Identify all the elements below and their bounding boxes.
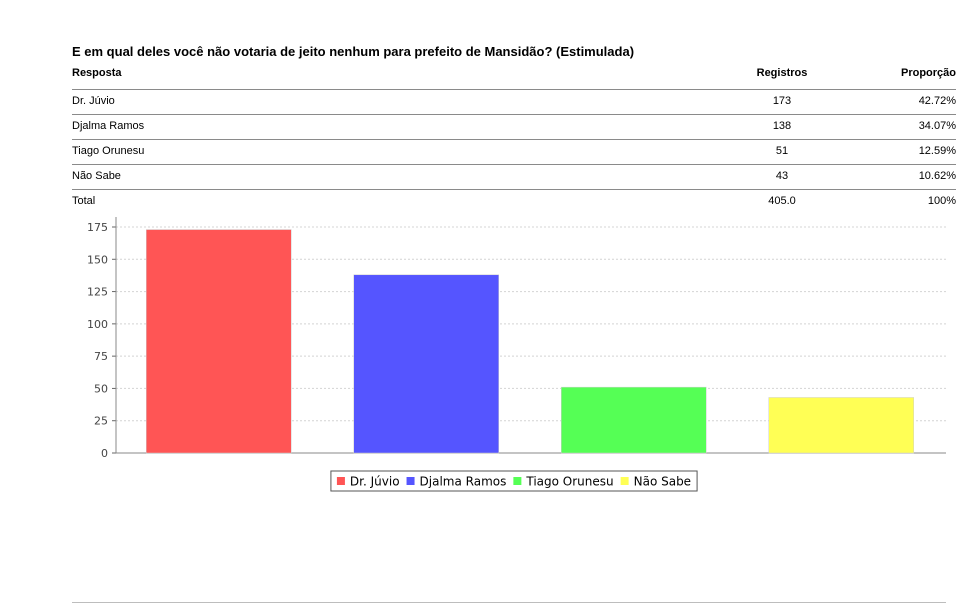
row-label: Não Sabe <box>72 170 121 182</box>
y-tick-label: 25 <box>94 415 108 428</box>
row-percent: 12.59% <box>918 145 956 157</box>
legend-swatch-2 <box>406 477 415 485</box>
table-row: Djalma Ramos 138 34.07% <box>72 115 956 140</box>
legend-swatch-4 <box>620 477 629 485</box>
total-label: Total <box>72 195 96 207</box>
header-registros: Registros <box>756 67 808 79</box>
legend-label-3: Tiago Orunesu <box>525 475 613 489</box>
row-count: 43 <box>775 170 789 182</box>
legend-swatch-1 <box>336 477 345 485</box>
table-total-row: Total 405.0 100% <box>72 190 956 214</box>
legend-label-1: Dr. Júvio <box>350 475 400 489</box>
table-row: Dr. Júvio 173 42.72% <box>72 90 956 115</box>
total-percent: 100% <box>927 195 956 207</box>
row-percent: 34.07% <box>918 120 956 132</box>
page-divider <box>72 602 946 603</box>
results-table: Resposta Registros Proporção Dr. Júvio 1… <box>72 64 956 214</box>
row-label: Djalma Ramos <box>72 120 145 132</box>
legend-label-4: Não Sabe <box>634 475 691 489</box>
y-tick-label: 175 <box>87 221 108 234</box>
row-label: Tiago Orunesu <box>72 145 145 157</box>
y-tick-label: 50 <box>94 382 108 395</box>
bar-3 <box>561 386 707 454</box>
y-tick-label: 75 <box>94 350 108 363</box>
table-header-row: Resposta Registros Proporção <box>72 64 956 90</box>
chart-title: E em qual deles você não votaria de jeit… <box>72 44 635 59</box>
header-proporcao: Proporção <box>900 67 956 79</box>
bar-1 <box>146 229 292 454</box>
bar-2 <box>353 274 499 454</box>
row-count: 51 <box>775 145 789 157</box>
y-tick-label: 125 <box>87 286 108 299</box>
y-tick-label: 0 <box>101 447 108 460</box>
row-percent: 42.72% <box>918 95 956 107</box>
y-tick-label: 150 <box>87 253 108 266</box>
bar-chart: 0 25 50 75 100 125 150 175 Dr. Júvio Djalma Ramos… <box>87 217 946 492</box>
y-tick-label: 100 <box>87 318 108 331</box>
row-count: 173 <box>772 95 792 107</box>
row-percent: 10.62% <box>918 170 956 182</box>
bar-4 <box>768 397 914 454</box>
row-label: Dr. Júvio <box>72 95 115 107</box>
row-count: 138 <box>772 120 792 132</box>
table-row: Não Sabe 43 10.62% <box>72 165 956 190</box>
total-count: 405.0 <box>768 195 796 207</box>
legend-label-2: Djalma Ramos <box>420 475 507 489</box>
table-row: Tiago Orunesu 51 12.59% <box>72 140 956 165</box>
header-resposta: Resposta <box>72 67 122 79</box>
legend-swatch-3 <box>513 477 522 485</box>
